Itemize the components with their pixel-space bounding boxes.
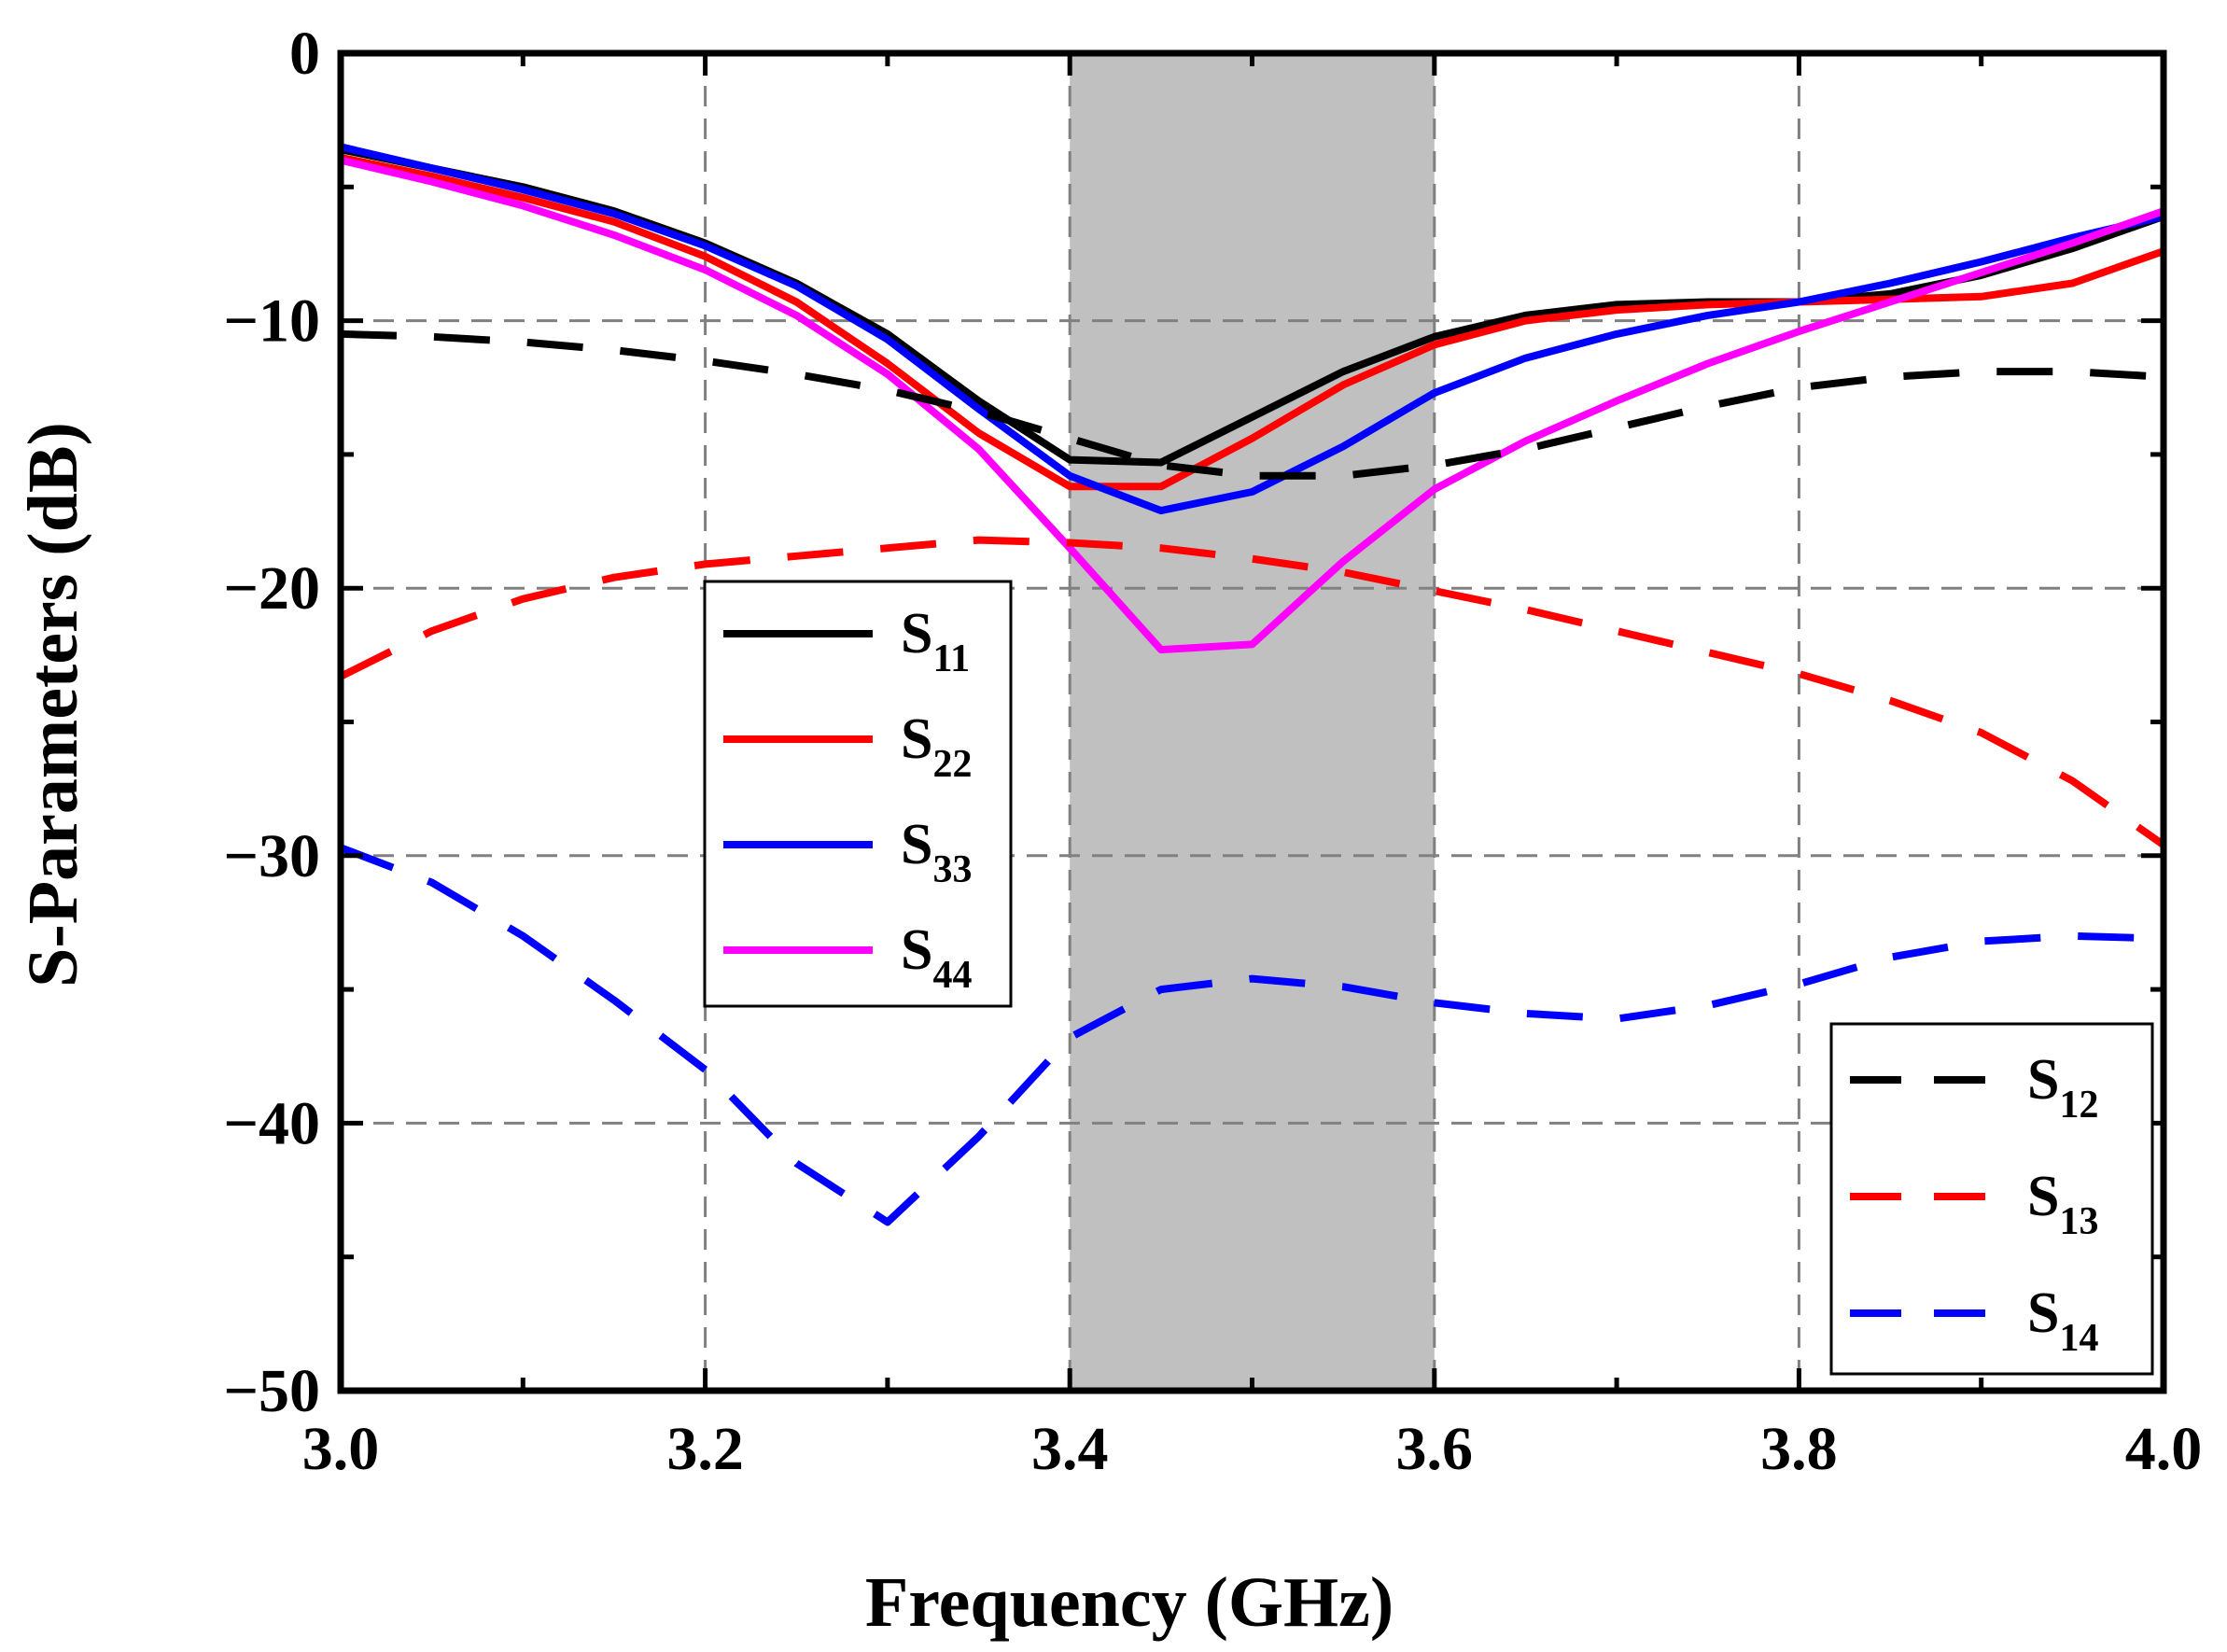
x-tick-label: 3.8	[1760, 1415, 1838, 1483]
series-line-s14	[339, 844, 2164, 1226]
series-line-s44	[340, 156, 2165, 654]
shaded-band-layer	[1070, 53, 1435, 1391]
y-tick-label: −50	[223, 1357, 320, 1425]
legend-box	[703, 580, 1013, 1008]
y-tick-label: −40	[223, 1089, 320, 1157]
y-axis-label: S-Parameters (dB)	[14, 422, 92, 987]
x-axis-label: Frequency (GHz)	[865, 1563, 1394, 1642]
y-tick-label: −10	[223, 287, 320, 356]
y-tick-label: −30	[223, 822, 320, 890]
tick-label-layer: 3.0 3.2 3.4 3.6 3.8 4.0 0 −10 −20 −30 −40 −50	[223, 20, 2202, 1483]
x-tick-label: 3.6	[1396, 1415, 1474, 1483]
series-line-s22	[340, 153, 2165, 491]
y-tick-label: −20	[223, 554, 320, 623]
x-tick-label: 3.0	[302, 1415, 380, 1483]
x-tick-label: 3.4	[1031, 1415, 1109, 1483]
y-tick-label: 0	[289, 20, 320, 88]
series-line-s13	[339, 536, 2166, 848]
x-tick-label: 4.0	[2125, 1415, 2203, 1483]
series-layer	[339, 143, 2166, 1226]
shaded-band	[1070, 53, 1435, 1391]
x-tick-label: 3.2	[666, 1415, 744, 1483]
frame-layer	[337, 49, 2167, 1394]
series-line-s12	[340, 329, 2164, 480]
series-line-s33	[340, 143, 2164, 515]
